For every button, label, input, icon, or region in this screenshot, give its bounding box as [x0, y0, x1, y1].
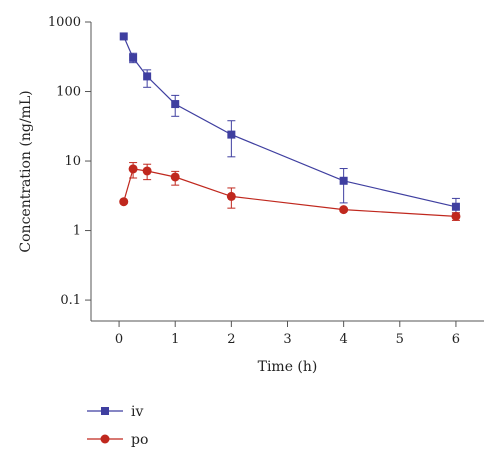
data-point — [339, 205, 349, 215]
data-point — [451, 202, 460, 211]
legend: iv po — [87, 404, 148, 448]
x-tick-label: 2 — [227, 332, 235, 347]
x-axis-title: Time (h) — [258, 359, 318, 375]
x-tick-label: 1 — [171, 332, 179, 347]
legend-item-iv: iv — [87, 404, 143, 420]
data-point — [143, 72, 152, 81]
legend-item-po: po — [87, 432, 148, 448]
data-point — [129, 53, 138, 62]
x-tick-label: 4 — [340, 332, 348, 347]
error-bar — [339, 168, 348, 204]
data-point — [119, 32, 128, 41]
data-point — [170, 172, 180, 182]
data-point — [227, 130, 236, 139]
data-point — [339, 176, 348, 185]
x-tick-label: 3 — [283, 332, 291, 347]
y-tick-label: 0.1 — [60, 293, 81, 308]
y-tick-label: 10 — [64, 154, 81, 169]
x-tick-label: 0 — [115, 332, 123, 347]
series-po — [119, 162, 461, 221]
legend-marker-square — [101, 407, 109, 415]
plot-area — [119, 32, 461, 221]
error-bar — [227, 120, 236, 158]
data-point — [142, 166, 152, 176]
y-axis-title: Concentration (ng/mL) — [18, 90, 34, 252]
series-iv — [119, 32, 460, 214]
y-tick-label: 1 — [73, 224, 81, 239]
legend-label: po — [131, 432, 148, 448]
data-point — [171, 100, 180, 109]
y-tick-label: 100 — [56, 85, 81, 100]
x-tick-label: 6 — [452, 332, 460, 347]
y-tick-label: 1000 — [48, 15, 81, 30]
series-line-iv — [123, 36, 457, 208]
legend-marker-circle — [100, 434, 110, 444]
data-point — [119, 197, 129, 207]
data-point — [128, 164, 138, 174]
x-tick-label: 5 — [396, 332, 404, 347]
y-ticks: 0.1 1 10 100 1000 — [48, 15, 91, 308]
x-ticks: 0 1 2 3 4 5 6 — [115, 321, 460, 347]
data-point — [226, 191, 236, 201]
legend-label: iv — [131, 404, 143, 420]
data-point — [451, 211, 461, 221]
